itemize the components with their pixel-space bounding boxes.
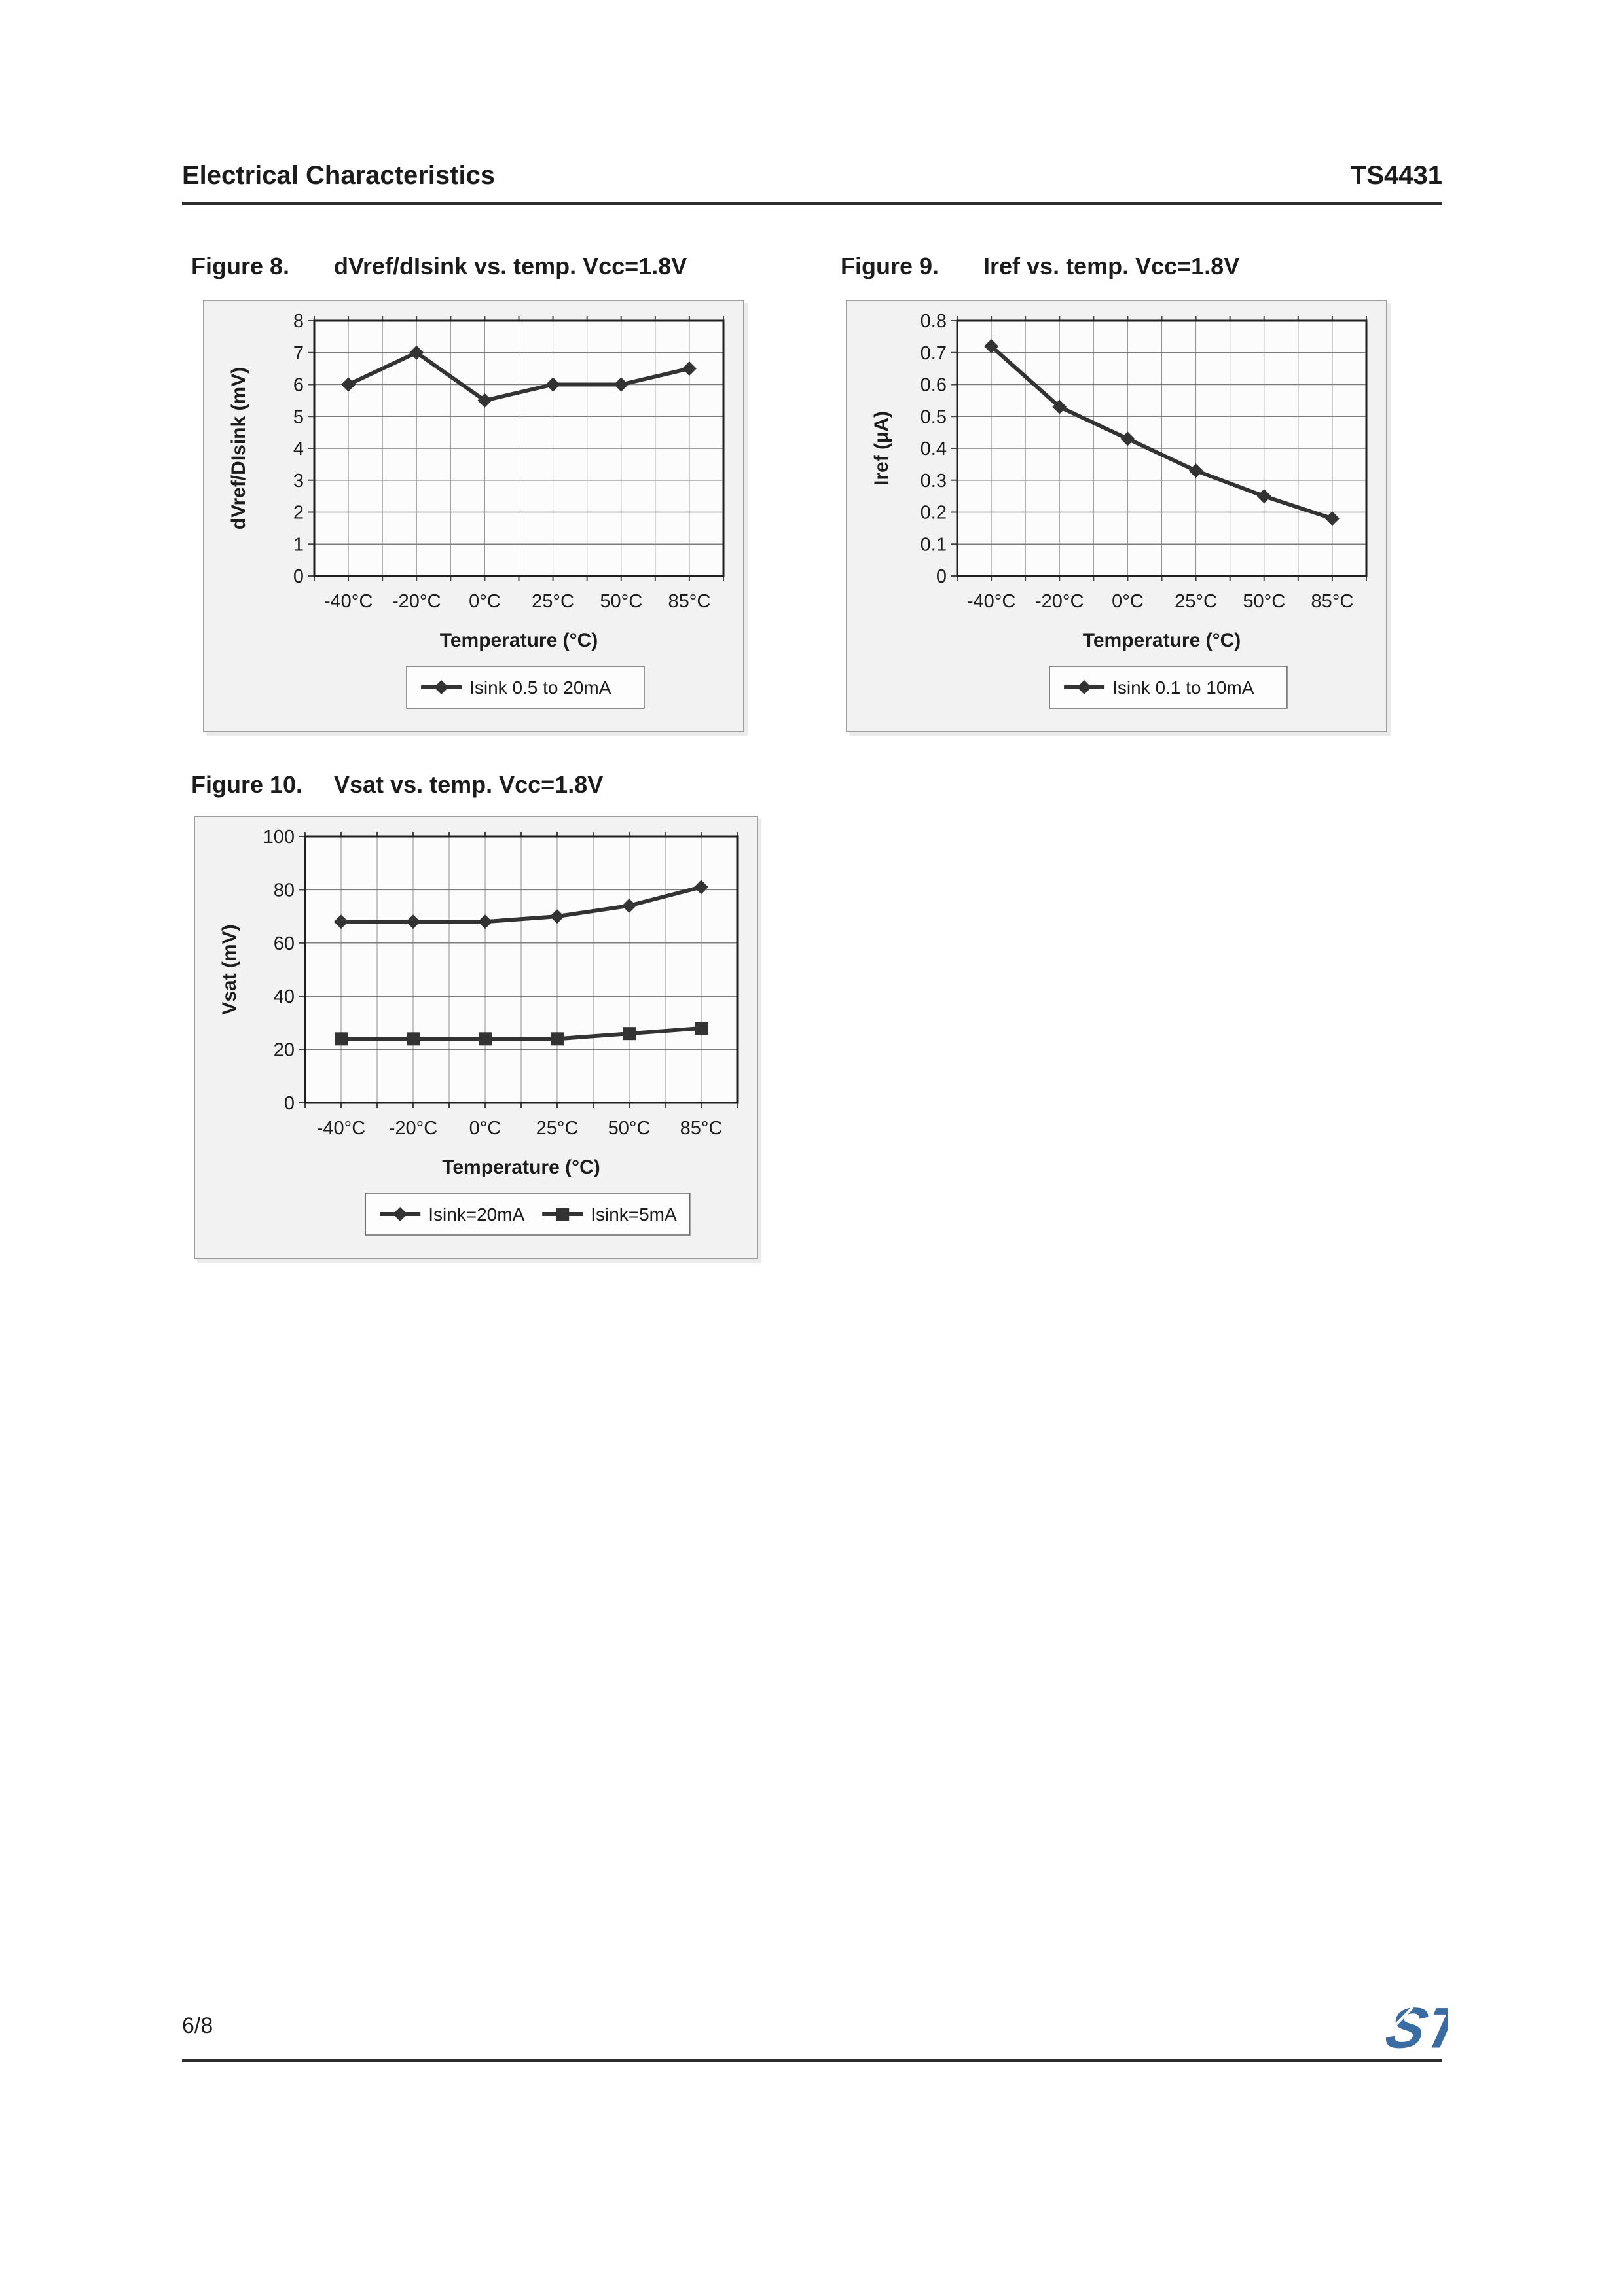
svg-text:0: 0 [284,1093,295,1114]
svg-text:100: 100 [263,827,295,848]
svg-text:Temperature (°C): Temperature (°C) [442,1157,600,1178]
svg-text:85°C: 85°C [680,1118,723,1139]
svg-text:40: 40 [274,986,295,1007]
footer-rule [182,2059,1442,2062]
svg-text:Isink=20mA: Isink=20mA [428,1204,524,1225]
header-rule [182,202,1442,205]
svg-text:60: 60 [274,933,295,954]
svg-text:25°C: 25°C [1175,591,1217,612]
figure9-label: Figure 9. [841,253,939,279]
svg-text:0.3: 0.3 [921,471,947,492]
figure8-title: dVref/dIsink vs. temp. Vcc=1.8V [334,253,687,279]
figure8-label: Figure 8. [191,253,290,279]
svg-text:50°C: 50°C [1243,591,1285,612]
svg-text:dVref/DIsink (mV): dVref/DIsink (mV) [228,367,249,529]
svg-text:0.6: 0.6 [921,375,947,396]
svg-text:85°C: 85°C [668,591,711,612]
svg-text:Vsat (mV): Vsat (mV) [219,924,240,1014]
figure9-title: Iref vs. temp. Vcc=1.8V [983,253,1240,279]
section-title: Electrical Characteristics [182,161,496,190]
svg-text:Temperature (°C): Temperature (°C) [1083,630,1241,651]
svg-text:0°C: 0°C [469,1118,501,1139]
svg-text:Isink=5mA: Isink=5mA [591,1204,677,1225]
svg-text:0°C: 0°C [1112,591,1144,612]
svg-text:ST: ST [1380,1996,1448,2058]
svg-text:5: 5 [293,406,304,427]
svg-text:Isink 0.1 to 10mA: Isink 0.1 to 10mA [1112,677,1254,698]
svg-text:0.5: 0.5 [921,406,947,427]
figure8-chart: 0 1 2 3 4 5 6 7 8 -40°C -20°C 0°C 25°C 50°C 85°C Temper… [228,311,725,709]
svg-text:3: 3 [293,471,304,492]
svg-text:0.7: 0.7 [921,343,947,364]
svg-text:Iref (µA): Iref (µA) [871,411,892,486]
svg-text:0.2: 0.2 [921,503,947,524]
svg-text:7: 7 [293,343,304,364]
svg-text:50°C: 50°C [608,1118,651,1139]
svg-text:0°C: 0°C [469,591,501,612]
svg-text:-20°C: -20°C [1035,591,1084,612]
svg-text:50°C: 50°C [600,591,642,612]
page-number: 6/8 [182,2013,213,2038]
svg-text:-40°C: -40°C [967,591,1015,612]
svg-text:2: 2 [293,503,304,524]
svg-text:-40°C: -40°C [317,1118,365,1139]
svg-text:8: 8 [293,311,304,332]
figure10-label: Figure 10. [191,771,303,798]
svg-text:1: 1 [293,534,304,555]
svg-text:0.1: 0.1 [921,534,947,555]
part-number: TS4431 [1350,161,1442,190]
svg-text:25°C: 25°C [536,1118,579,1139]
st-logo-icon: ST [1375,1996,1448,2058]
svg-text:-40°C: -40°C [324,591,373,612]
svg-text:85°C: 85°C [1311,591,1354,612]
figure9-caption: Figure 9. Iref vs. temp. Vcc=1.8V [841,253,1239,280]
svg-text:25°C: 25°C [532,591,574,612]
figure9-chart: 0 0.1 0.2 0.3 0.4 0.5 0.6 0.7 0.8 -40°C -20°C 0°C 25… [871,311,1368,709]
svg-text:20: 20 [274,1040,295,1061]
figure9-chart-panel: 0 0.1 0.2 0.3 0.4 0.5 0.6 0.7 0.8 -40°C -20°C 0°C 25… [846,300,1387,732]
svg-text:0: 0 [936,566,947,587]
svg-text:0: 0 [293,566,304,587]
figure10-title: Vsat vs. temp. Vcc=1.8V [334,771,604,798]
svg-text:80: 80 [274,880,295,901]
figure10-chart: 0 20 40 60 80 100 -40°C -20°C 0°C 25°C 50°C 85°C Tem… [219,827,739,1236]
svg-text:-20°C: -20°C [392,591,441,612]
figure8-caption: Figure 8. dVref/dIsink vs. temp. Vcc=1.8… [191,253,687,280]
svg-text:4: 4 [293,439,304,459]
svg-text:0.4: 0.4 [921,439,947,459]
svg-text:Isink 0.5 to 20mA: Isink 0.5 to 20mA [469,677,611,698]
figure8-chart-panel: 0 1 2 3 4 5 6 7 8 -40°C -20°C 0°C 25°C 50°C 85°C Temper… [203,300,744,732]
svg-text:-20°C: -20°C [389,1118,437,1139]
figure10-chart-panel: 0 20 40 60 80 100 -40°C -20°C 0°C 25°C 50°C 85°C Tem… [194,816,758,1259]
svg-text:0.8: 0.8 [921,311,947,332]
svg-text:6: 6 [293,375,304,396]
svg-text:Temperature (°C): Temperature (°C) [440,630,598,651]
figure10-caption: Figure 10. Vsat vs. temp. Vcc=1.8V [191,771,603,798]
